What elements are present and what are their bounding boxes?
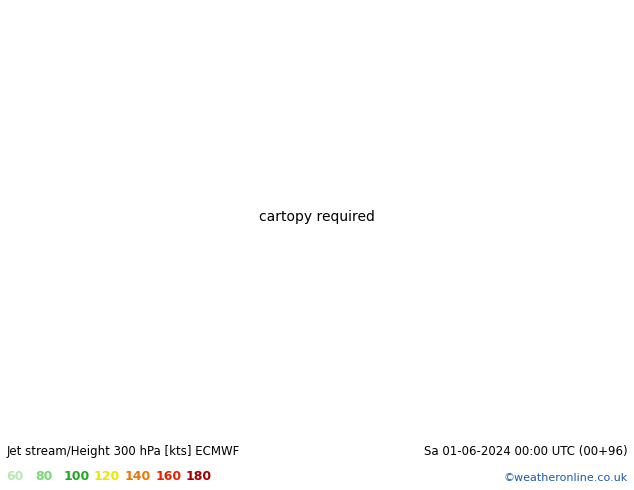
Text: 160: 160 <box>155 470 181 483</box>
Text: 140: 140 <box>125 470 151 483</box>
Text: ©weatheronline.co.uk: ©weatheronline.co.uk <box>503 473 628 483</box>
Text: 120: 120 <box>94 470 120 483</box>
Text: 100: 100 <box>63 470 89 483</box>
Text: 180: 180 <box>186 470 212 483</box>
Text: 60: 60 <box>6 470 23 483</box>
Text: cartopy required: cartopy required <box>259 210 375 224</box>
Text: 80: 80 <box>35 470 52 483</box>
Text: Sa 01-06-2024 00:00 UTC (00+96): Sa 01-06-2024 00:00 UTC (00+96) <box>424 445 628 458</box>
Text: Jet stream/Height 300 hPa [kts] ECMWF: Jet stream/Height 300 hPa [kts] ECMWF <box>6 445 240 458</box>
